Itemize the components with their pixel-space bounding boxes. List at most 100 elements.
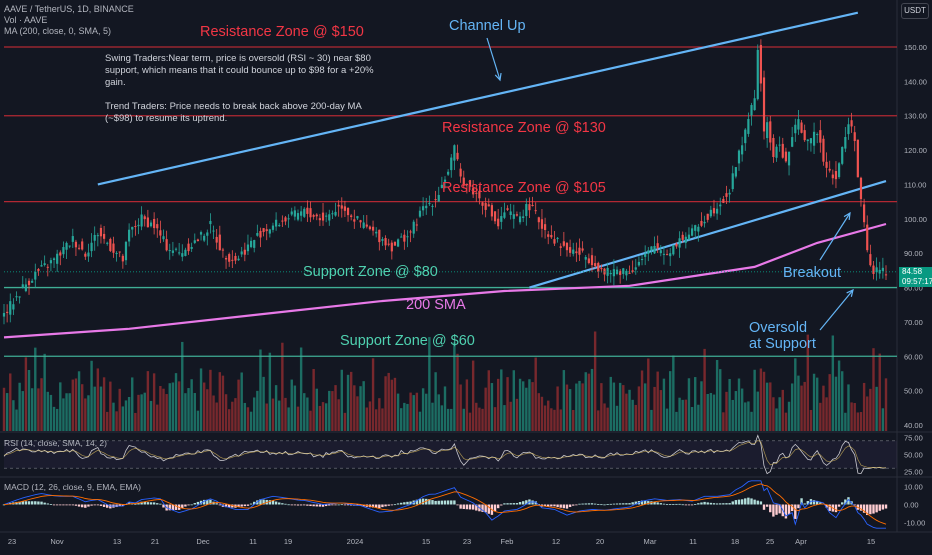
candle-body [21, 284, 24, 288]
candle-body [581, 248, 584, 251]
macd-hist-bar [162, 504, 165, 508]
candle-body [844, 136, 847, 149]
macd-hist-bar [118, 504, 121, 507]
macd-hist-bar [52, 504, 56, 506]
candle-body [253, 240, 256, 248]
macd-hist-bar [543, 504, 547, 507]
candle-body [847, 124, 850, 135]
macd-hist-bar [450, 500, 453, 505]
macd-hist-bar [343, 504, 347, 506]
macd-hist-bar [853, 504, 856, 506]
volume-bar [456, 353, 459, 431]
macd-hist-bar [431, 500, 434, 505]
macd-hist-bar [837, 504, 841, 507]
candle-body [271, 225, 275, 230]
volume-bar [762, 371, 766, 431]
volume-bar [719, 369, 722, 431]
price-tick: 120.00 [904, 146, 927, 155]
volume-bar [109, 381, 112, 431]
volume-bar [40, 378, 43, 431]
volume-bar [665, 408, 669, 431]
swing-note: Swing Traders:Near term, price is overso… [105, 53, 374, 88]
currency-badge[interactable]: USDT [901, 3, 929, 19]
volume-bar [440, 405, 444, 431]
volume-bar [46, 391, 49, 431]
candle-body [328, 214, 331, 221]
candle-body [543, 224, 547, 231]
volume-bar [328, 390, 331, 431]
candle-body [31, 280, 34, 283]
macd-hist-bar [249, 503, 253, 505]
time-tick: 23 [8, 537, 16, 546]
macd-hist-bar [440, 500, 444, 505]
volume-bar [406, 403, 409, 431]
volume-bar [556, 386, 559, 431]
macd-hist-bar [403, 502, 406, 505]
macd-hist-bar [437, 500, 440, 505]
candle-body [612, 269, 615, 277]
macd-hist-bar [600, 504, 603, 506]
volume-bar [212, 395, 215, 431]
macd-hist-bar [87, 504, 90, 507]
volume-bar [872, 348, 875, 431]
candle-body [118, 251, 121, 253]
macd-hist-bar [218, 504, 222, 506]
macd-hist-bar [187, 504, 190, 506]
macd-hist-bar [37, 501, 40, 505]
candle-body [240, 251, 243, 255]
macd-hist-bar [27, 501, 31, 505]
candle-body [6, 311, 9, 313]
macd-hist-bar [778, 504, 781, 514]
candle-body [218, 234, 221, 251]
candle-body [687, 234, 691, 240]
volume-bar [80, 384, 84, 431]
candle-body [806, 139, 809, 142]
candle-body [647, 250, 650, 254]
volume-bar [856, 412, 860, 431]
volume-bar [371, 358, 375, 431]
candle-body [669, 253, 672, 257]
macd-hist-bar [206, 499, 209, 505]
volume-bar [384, 376, 387, 431]
candle-body [600, 268, 603, 270]
candle-body [234, 255, 237, 261]
resistance-130-label: Resistance Zone @ $130 [442, 120, 606, 136]
volume-bar [59, 382, 62, 431]
candle-body [406, 236, 409, 238]
volume-bar [468, 412, 472, 431]
candle-body [515, 214, 519, 216]
time-tick: 20 [596, 537, 604, 546]
volume-bar [565, 384, 569, 431]
volume-bar [24, 357, 28, 431]
candle-body [859, 177, 863, 200]
volume-bar [618, 382, 622, 431]
volume-bar [884, 378, 888, 431]
volume-bar [709, 392, 713, 431]
macd-hist-bar [400, 502, 403, 505]
volume-bar [353, 385, 356, 431]
candle-body [565, 242, 569, 251]
volume-bar [9, 373, 12, 431]
volume-bar [378, 398, 381, 431]
macd-hist-bar [747, 497, 750, 505]
candle-body [381, 239, 384, 241]
volume-bar [778, 397, 781, 431]
volume-bar [775, 408, 778, 431]
macd-hist-bar [156, 503, 159, 505]
price-tick: 40.00 [904, 421, 923, 430]
macd-hist-bar [493, 504, 497, 512]
macd-hist-bar [797, 504, 800, 509]
candle-body [828, 168, 831, 171]
volume-bar [575, 383, 578, 431]
volume-bar [331, 391, 334, 431]
candle-body [249, 240, 253, 248]
macd-line [3, 480, 886, 529]
candle-body [453, 145, 456, 161]
candle-body [49, 260, 53, 264]
macd-hist-bar [847, 497, 850, 505]
macd-hist-bar [506, 503, 509, 505]
volume-line: Vol · AAVE [4, 15, 48, 25]
volume-bar [193, 393, 196, 431]
